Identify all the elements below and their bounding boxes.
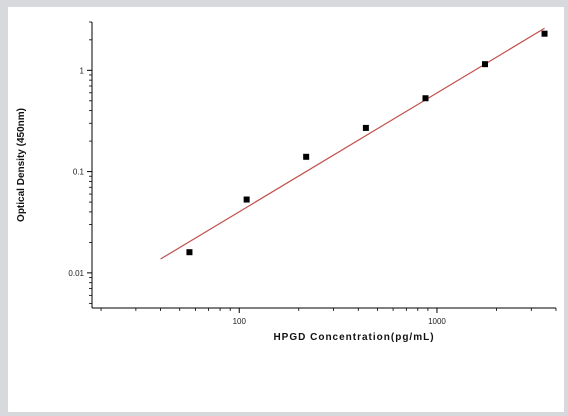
y-tick-label: 0.1 (73, 168, 85, 177)
data-point (541, 30, 548, 37)
chart-panel: 100 1000 0.01 0.1 1 HPGD Concentration(pg/mL… (8, 7, 564, 412)
tick-marks (87, 21, 557, 313)
data-point (243, 196, 250, 203)
tick-labels: 100 1000 0.01 0.1 1 (68, 66, 446, 326)
y-axis-title: Optical Density (450nm) (16, 108, 27, 222)
data-point (422, 95, 429, 102)
y-tick-label: 0.01 (68, 269, 84, 278)
x-tick-label: 1000 (428, 317, 446, 326)
axes (91, 22, 556, 309)
data-point (303, 153, 310, 160)
data-point (362, 124, 369, 131)
data-points (186, 30, 548, 256)
fit-line (160, 27, 545, 260)
data-point (482, 61, 489, 68)
hpgd-standard-curve-chart: 100 1000 0.01 0.1 1 HPGD Concentration(pg/mL… (16, 21, 557, 343)
data-point (186, 249, 193, 256)
y-tick-label: 1 (80, 66, 85, 75)
x-tick-label: 100 (233, 317, 247, 326)
x-axis-title: HPGD Concentration(pg/mL) (273, 332, 434, 343)
